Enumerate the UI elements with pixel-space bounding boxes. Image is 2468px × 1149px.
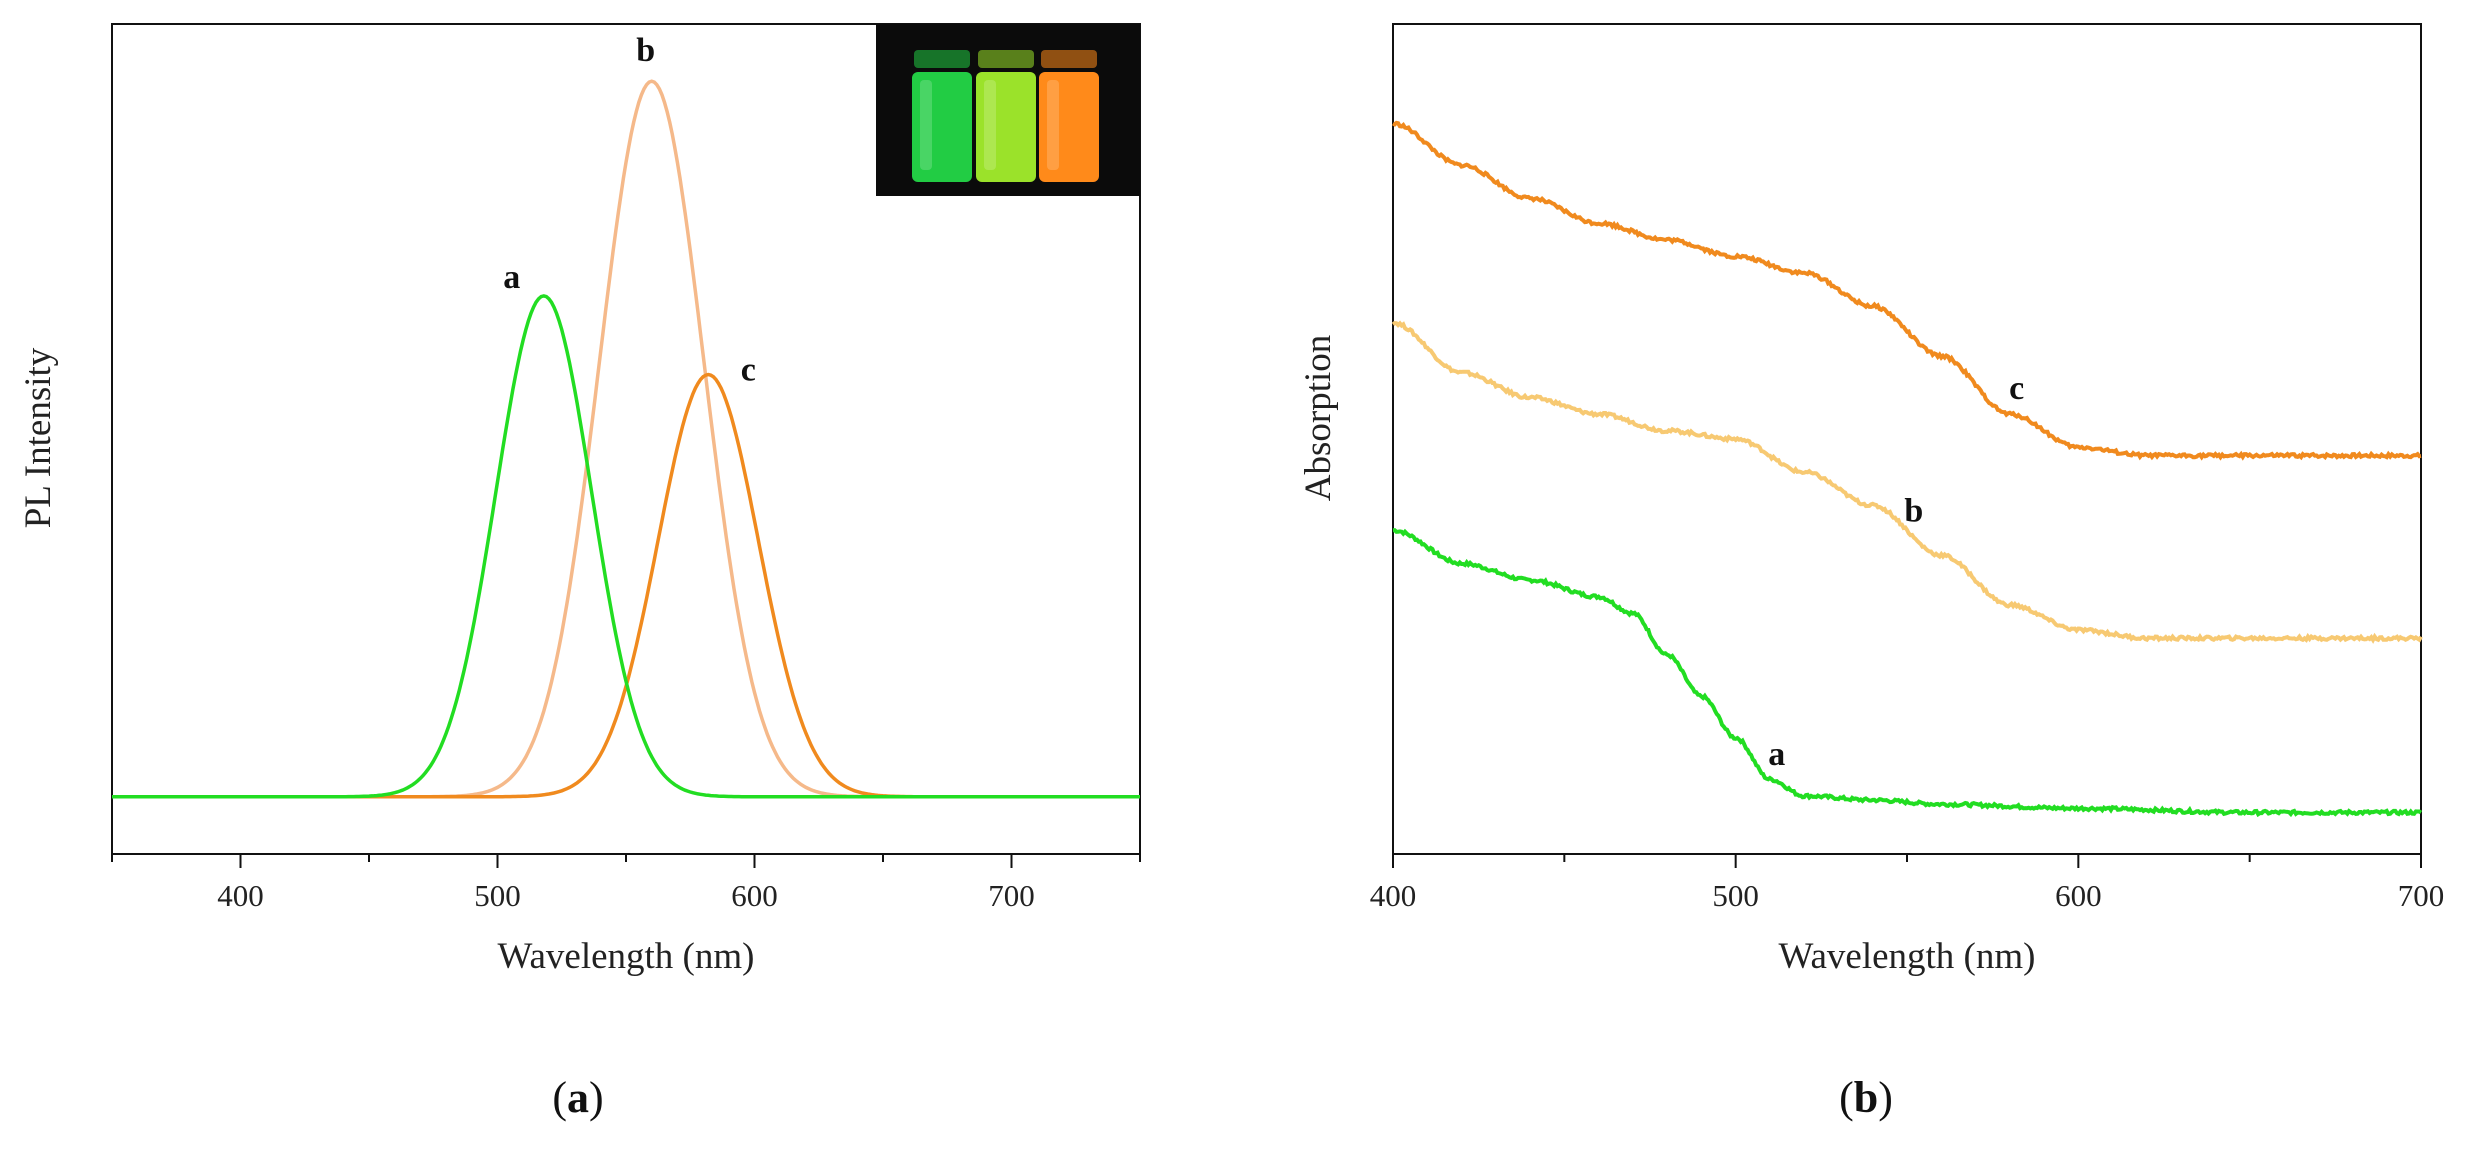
absorption-curves — [1391, 120, 2423, 818]
curve-label-c: c — [2009, 370, 2024, 407]
y-axis-label-right: Absorption — [1298, 335, 1339, 502]
absorption-curve-c — [1392, 120, 2422, 461]
curve-labels-right: a b c — [1768, 370, 2024, 773]
x-tick-label: 400 — [1370, 878, 1417, 913]
curve-label-b: b — [1904, 493, 1923, 530]
y-axis-label-left: PL Intensity — [18, 347, 59, 528]
pl-curves — [112, 79, 1140, 799]
x-axis-label-left: Wavelength (nm) — [498, 936, 755, 977]
vial-highlight — [920, 80, 932, 170]
plot-frame-right — [1392, 23, 2422, 855]
curve-labels-left: a b c — [503, 32, 756, 388]
x-axis-ticks-right: 400 500 600 700 — [1370, 854, 2445, 913]
pl-curve-a — [112, 294, 1140, 799]
vial-body — [912, 72, 972, 182]
vial-cap — [1041, 50, 1097, 68]
vial-highlight — [984, 80, 996, 170]
vials-photo-inset — [876, 24, 1140, 196]
x-tick-label: 600 — [2055, 878, 2102, 913]
vial-cap — [914, 50, 970, 68]
panel-caption-a: (a) — [552, 1073, 603, 1122]
absorption-curve-a — [1392, 528, 2423, 818]
curve-label-c: c — [741, 352, 756, 389]
curve-label-a: a — [503, 259, 520, 296]
vial-highlight — [1047, 80, 1059, 170]
vial-body — [976, 72, 1036, 182]
pl-spectra-chart: 400 500 600 700 a b c Wavelength (nm) PL Inte… — [18, 23, 1141, 977]
absorption-chart: 400 500 600 700 a b c Wavelength (nm) Absorpt… — [1298, 23, 2445, 977]
vial-body — [1039, 72, 1099, 182]
x-axis-label-right: Wavelength (nm) — [1779, 936, 2036, 977]
x-tick-label: 700 — [988, 878, 1035, 913]
x-tick-label: 500 — [474, 878, 521, 913]
curve-label-b: b — [636, 32, 655, 69]
curve-label-a: a — [1768, 736, 1785, 773]
vial-cap — [978, 50, 1034, 68]
x-tick-label: 700 — [2398, 878, 2445, 913]
pl-curve-c — [112, 372, 1140, 799]
absorption-curve-b — [1391, 320, 2423, 644]
x-axis-ticks-left: 400 500 600 700 — [111, 854, 1141, 913]
x-tick-label: 600 — [731, 878, 778, 913]
panel-caption-b: (b) — [1839, 1073, 1893, 1122]
x-tick-label: 400 — [217, 878, 264, 913]
x-tick-label: 500 — [1712, 878, 1759, 913]
